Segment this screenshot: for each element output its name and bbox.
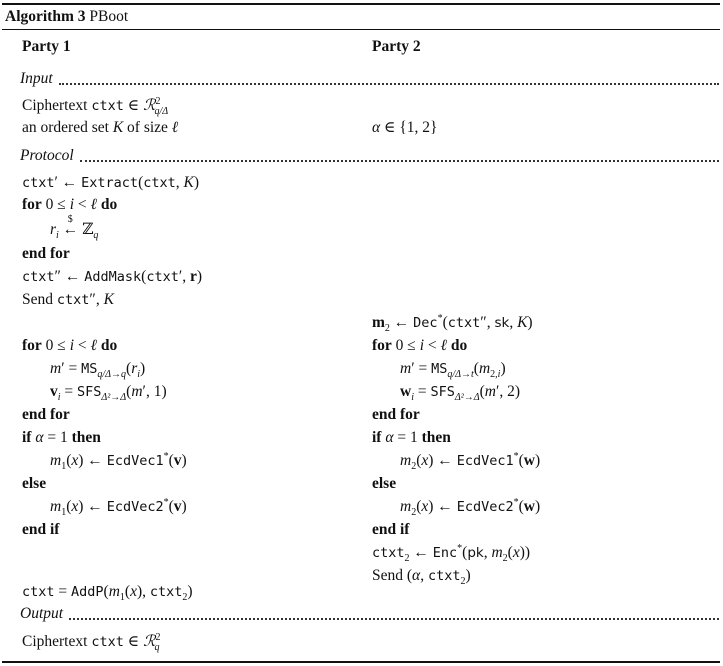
section-dots xyxy=(58,73,719,85)
section-dots xyxy=(69,608,719,620)
p1-addmask: ctxt″ ← AddMask(ctxt′, r) xyxy=(22,268,203,285)
input-p1-line2: an ordered set K of size ℓ xyxy=(22,119,179,136)
algorithm-caption: Algorithm 3 PBoot xyxy=(5,7,128,27)
p1-endfor: end for xyxy=(22,245,70,262)
p1-for2: for 0 ≤ i < ℓ do xyxy=(22,337,118,354)
section-dots xyxy=(79,150,719,162)
p2-send: Send (α, ctxt2) xyxy=(372,567,471,588)
p1-send: Send ctxt″, K xyxy=(22,291,114,308)
p1-ms: m′ = MSq/Δ→q(ri) xyxy=(50,360,146,381)
input-p1-line1: Ciphertext ctxt ∈ ℛ2q/Δ xyxy=(22,95,169,118)
p2-ecd1: m2(x) ← EcdVec1*(w) xyxy=(400,450,541,473)
p1-sample: ri ← $ ℤq xyxy=(50,214,99,242)
p2-endfor: end for xyxy=(372,406,420,423)
p2-ms: m′ = MSq/Δ→t(m2,i) xyxy=(400,360,506,381)
p2-sfs: wi = SFSΔ²→Δ(m′, 2) xyxy=(400,383,521,404)
algorithm-label: Algorithm 3 xyxy=(5,8,86,25)
p2-dec: m2 ← Dec*(ctxt″, sk, K) xyxy=(372,312,533,335)
p2-endif: end if xyxy=(372,521,410,538)
p1-ecd1: m1(x) ← EcdVec1*(v) xyxy=(50,450,187,473)
title-rule xyxy=(2,29,720,30)
p1-for: for 0 ≤ i < ℓ do xyxy=(22,196,118,213)
p1-if: if α = 1 then xyxy=(22,429,101,446)
p1-else: else xyxy=(22,475,47,492)
p1-addp: ctxt = AddP(m1(x), ctxt2) xyxy=(22,583,193,604)
p1-ecd2: m1(x) ← EcdVec2*(v) xyxy=(50,496,187,519)
protocol-section-label: Protocol xyxy=(20,146,719,166)
p2-else: else xyxy=(372,475,397,492)
p2-enc: ctxt2 ← Enc*(pk, m2(x)) xyxy=(372,542,531,565)
p2-for: for 0 ≤ i < ℓ do xyxy=(372,337,468,354)
algorithm-name: PBoot xyxy=(89,8,129,25)
party1-header: Party 1 xyxy=(22,38,71,55)
input-p2-line1: α ∈ {1, 2} xyxy=(372,119,438,136)
p1-sfs: vi = SFSΔ²→Δ(m′, 1) xyxy=(50,383,167,404)
output-p1-line1: Ciphertext ctxt ∈ ℛ2q xyxy=(22,631,161,654)
top-rule xyxy=(2,3,720,5)
output-section-label: Output xyxy=(20,604,719,624)
p1-extract: ctxt′ ← Extract(ctxt, K) xyxy=(22,174,200,191)
p2-ecd2: m2(x) ← EcdVec2*(w) xyxy=(400,496,541,519)
p1-endif: end if xyxy=(22,521,60,538)
input-section-label: Input xyxy=(20,69,719,89)
p2-if: if α = 1 then xyxy=(372,429,451,446)
bottom-rule xyxy=(2,661,720,663)
p1-endfor2: end for xyxy=(22,406,70,423)
party2-header: Party 2 xyxy=(372,38,421,55)
